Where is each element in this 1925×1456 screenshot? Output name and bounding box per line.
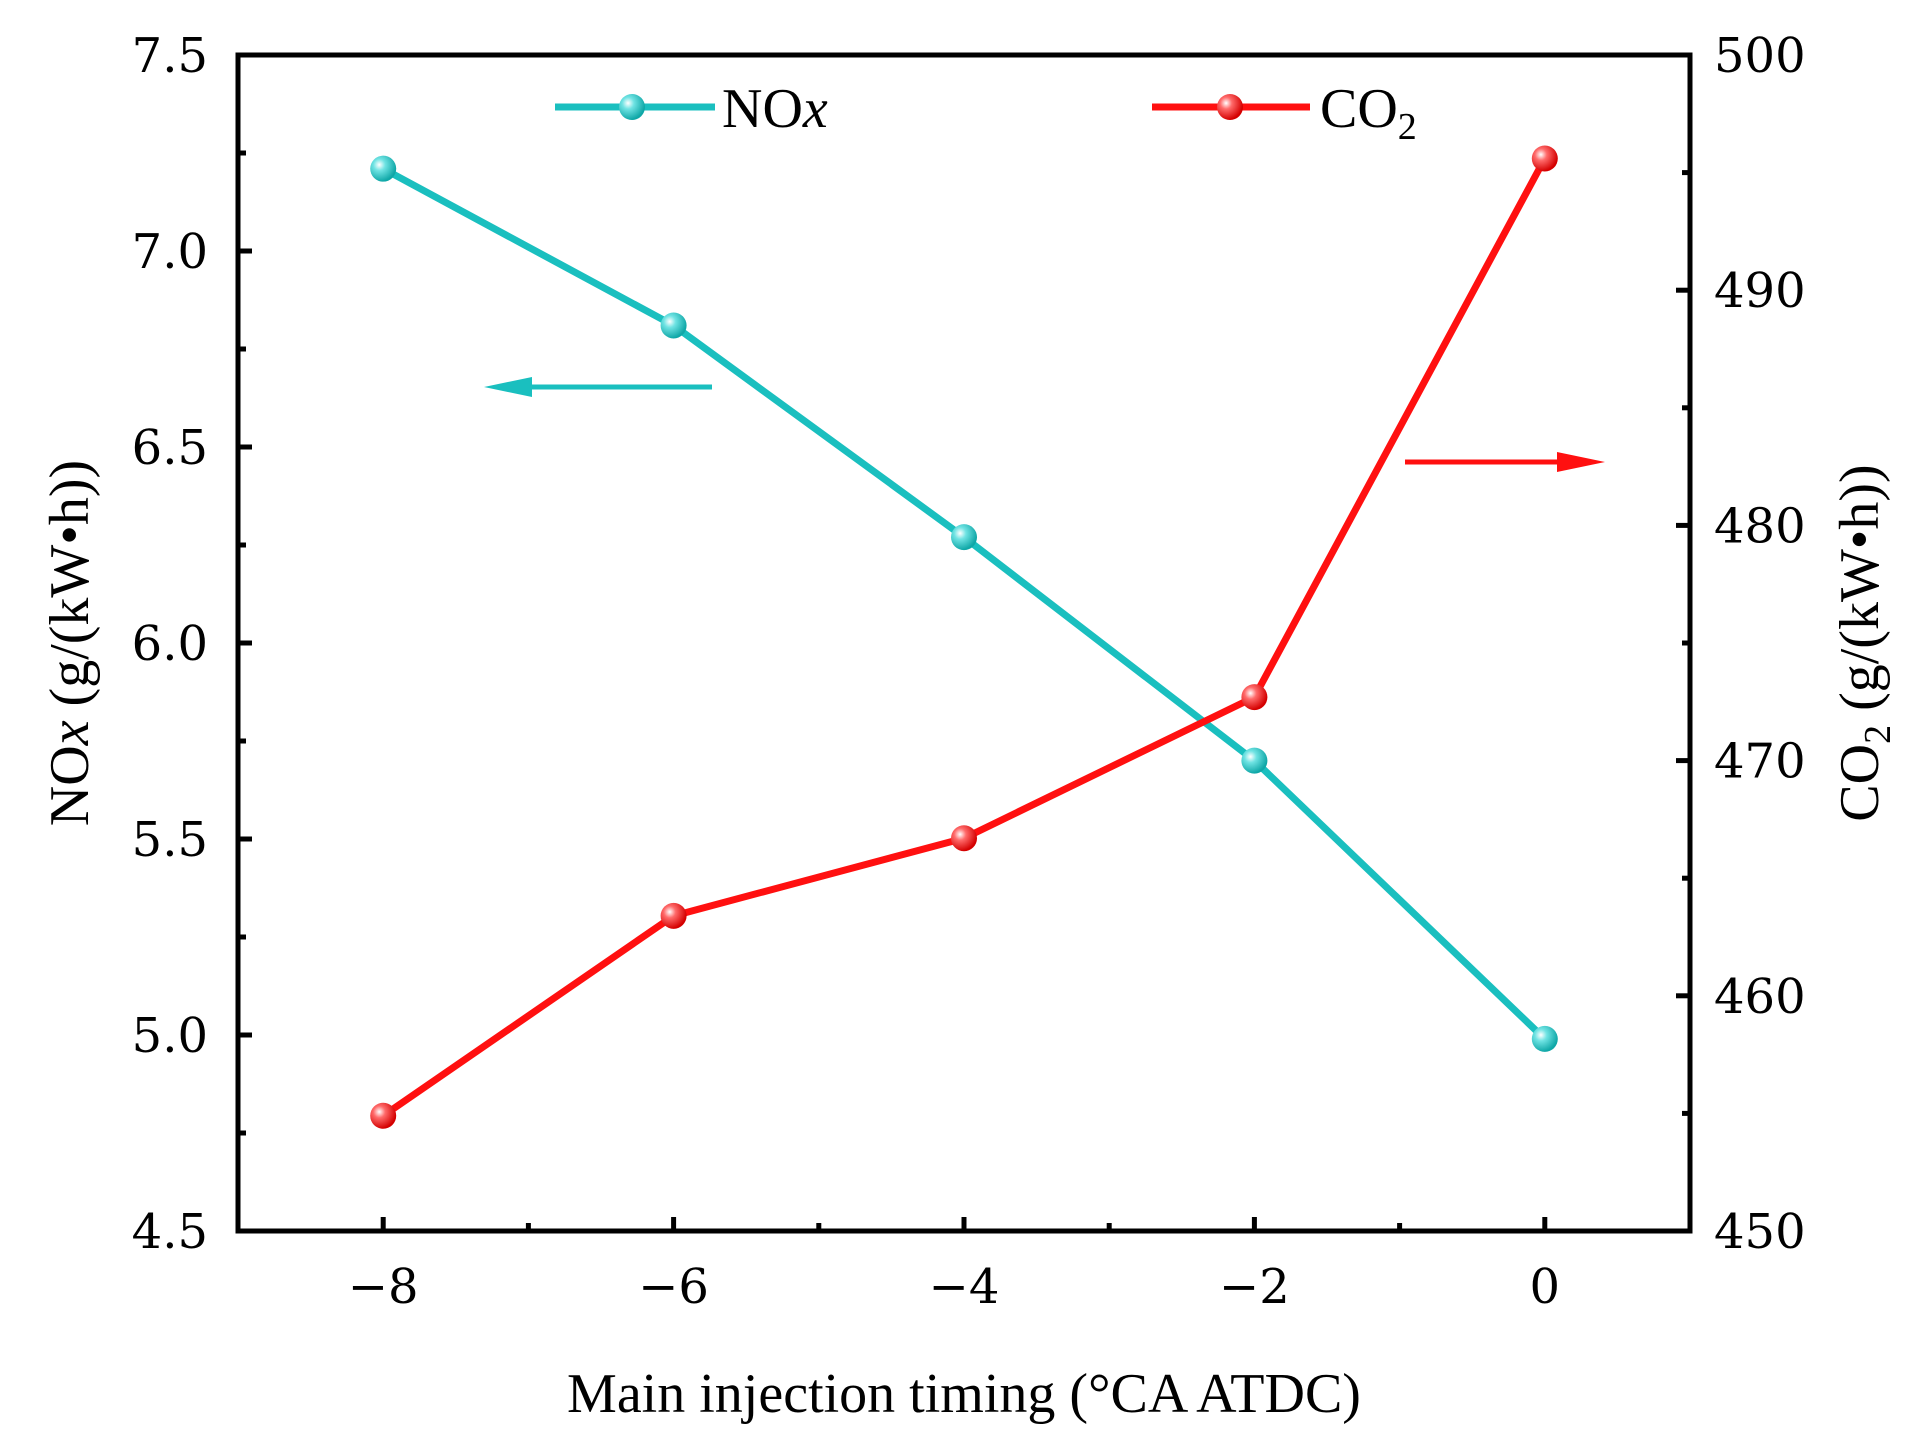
x-tick-label: −4 — [929, 1259, 1000, 1315]
data-point-nox — [370, 155, 397, 182]
left-axis-title: NOx (g/(kW•h)) — [39, 460, 101, 826]
data-point-co2 — [951, 825, 977, 852]
right-tick-label: 490 — [1714, 263, 1806, 319]
data-point-co2 — [1241, 684, 1268, 711]
plot-frame — [235, 52, 1693, 1234]
data-point-co2 — [660, 902, 687, 929]
data-point-co2 — [370, 1102, 397, 1129]
right-tick-label: 450 — [1714, 1204, 1806, 1260]
data-point-nox — [1531, 1025, 1558, 1052]
right-tick-label: 480 — [1714, 498, 1806, 554]
data-point-nox — [660, 312, 687, 339]
series-layer — [370, 145, 1558, 1129]
axis-ticks: −8 −6 −4 −2 0 4.5 5.0 5.5 6.0 6.5 7.0 7.5 450 460 470 4… — [132, 28, 1806, 1315]
data-point-nox — [951, 524, 977, 551]
legend: NOx CO2 — [555, 78, 1417, 148]
x-tick-label: −6 — [638, 1259, 709, 1315]
left-tick-label: 4.5 — [132, 1204, 208, 1260]
x-tick-label: 0 — [1530, 1259, 1561, 1315]
right-tick-label: 470 — [1714, 734, 1806, 790]
annotations — [484, 377, 1605, 472]
right-tick-label: 460 — [1714, 969, 1806, 1025]
series-line-nox — [381, 165, 1548, 1042]
data-point-co2 — [1531, 145, 1558, 172]
right-axis-title: CO2 (g/(kW•h)) — [1829, 464, 1899, 821]
left-tick-label: 6.5 — [132, 420, 208, 476]
right-tick-label: 500 — [1714, 28, 1806, 84]
left-tick-label: 7.0 — [132, 224, 208, 280]
legend-nox-marker — [619, 94, 645, 120]
x-axis-title: Main injection timing (°CA ATDC) — [567, 1363, 1361, 1425]
right-axis-arrowhead — [1557, 452, 1605, 472]
x-tick-label: −8 — [348, 1259, 419, 1315]
series-line-co2 — [381, 156, 1548, 1119]
legend-nox-label: NOx — [722, 78, 828, 140]
left-tick-label: 5.0 — [132, 1008, 208, 1064]
data-point-nox — [1241, 747, 1268, 774]
left-tick-label: 7.5 — [132, 28, 208, 84]
legend-co2-label: CO2 — [1320, 78, 1417, 148]
left-tick-label: 5.5 — [132, 812, 208, 868]
left-tick-label: 6.0 — [132, 616, 208, 672]
x-tick-label: −2 — [1219, 1259, 1290, 1315]
left-axis-arrowhead — [484, 377, 532, 397]
legend-co2-marker — [1217, 94, 1243, 120]
